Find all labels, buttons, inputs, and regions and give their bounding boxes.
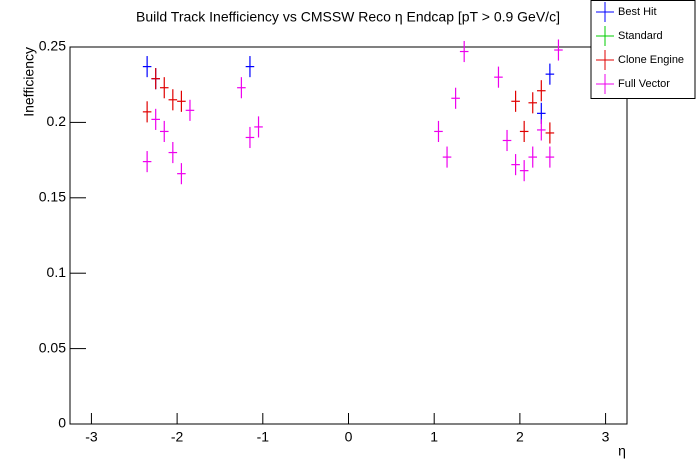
legend [590,0,696,99]
x-tick-label: 2 [516,429,524,445]
legend-label: Standard [618,30,663,42]
x-tick-label: 1 [430,429,438,445]
y-tick-label: 0 [58,415,66,431]
x-tick-label: -3 [85,429,98,445]
y-tick-label: 0.15 [39,189,66,205]
legend-label: Clone Engine [618,54,684,66]
y-tick-label: 0.1 [47,264,67,280]
x-tick-label: 0 [345,429,353,445]
y-tick-label: 0.25 [39,38,66,54]
y-tick-label: 0.2 [47,113,67,129]
legend-label: Full Vector [618,78,670,90]
x-axis-label: η [618,443,626,459]
y-tick-label: 0.05 [39,339,66,355]
x-tick-label: -2 [171,429,184,445]
y-axis-label: Inefficiency [21,47,37,117]
legend-label: Best Hit [618,6,657,18]
frame [69,46,628,425]
x-tick-label: 3 [602,429,610,445]
chart-title: Build Track Inefficiency vs CMSSW Reco η… [136,9,560,25]
x-tick-label: -1 [257,429,270,445]
